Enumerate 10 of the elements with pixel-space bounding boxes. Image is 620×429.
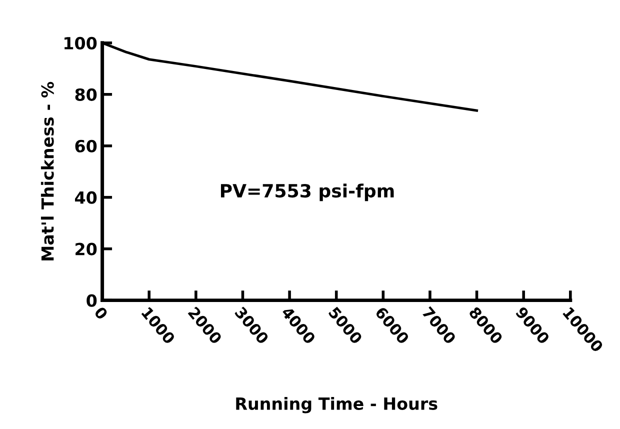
y-tick-label: 80	[75, 88, 97, 101]
x-tick-label: 0	[94, 306, 108, 320]
y-tick-label: 20	[76, 242, 97, 256]
annotation: PV=7553 psi-fpm	[220, 184, 394, 202]
y-tick-label: 60	[75, 140, 97, 152]
y-tick-label: 40	[74, 191, 97, 204]
x-axis-title: Running Time - Hours	[236, 397, 438, 414]
y-tick-label: 0	[86, 294, 97, 307]
y-axis-title: Mat'l Thickness - %	[40, 82, 54, 260]
y-tick-label: 100	[64, 36, 97, 50]
